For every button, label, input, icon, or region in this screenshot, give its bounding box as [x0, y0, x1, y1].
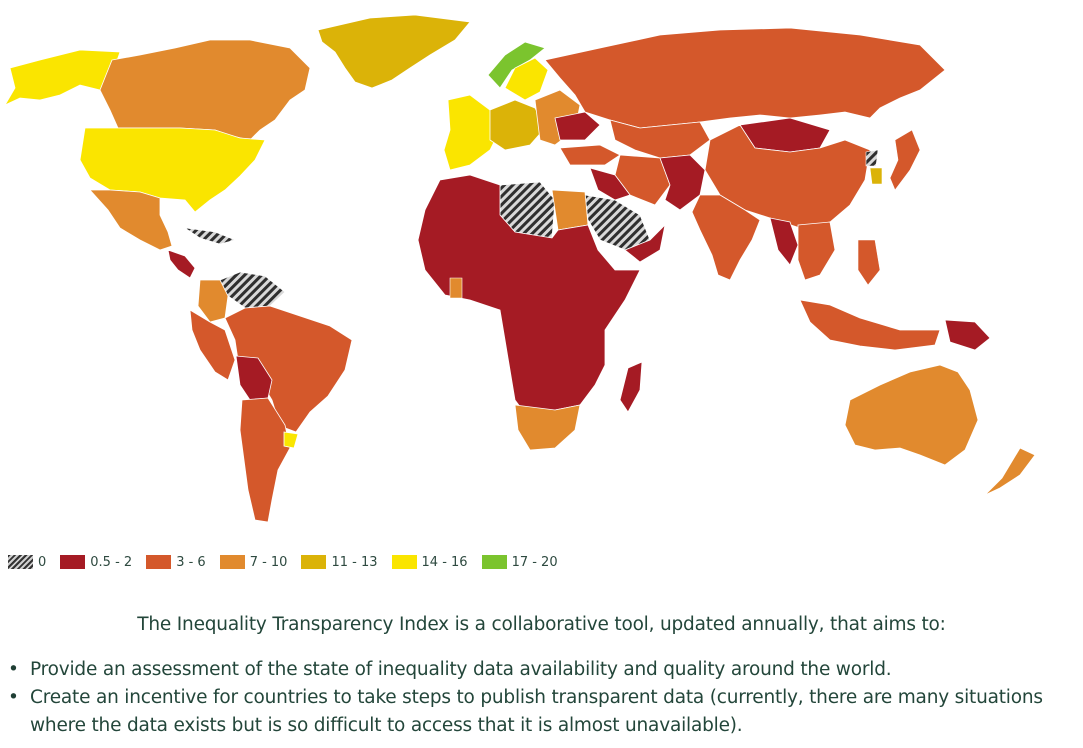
region-mexico[interactable] — [89, 189, 173, 251]
region-western-europe[interactable] — [443, 94, 501, 171]
region-sweden-finland[interactable] — [504, 57, 549, 101]
legend-label: 14 - 16 — [421, 554, 468, 570]
map-legend: 0 0.5 - 2 3 - 6 7 - 10 11 - 13 14 - 16 1… — [8, 552, 572, 572]
legend-swatch — [219, 555, 245, 569]
aims-list: Provide an assessment of the state of in… — [8, 656, 1078, 740]
region-iraq-syria[interactable] — [589, 167, 631, 201]
region-australia[interactable] — [844, 364, 979, 466]
legend-swatch — [146, 555, 172, 569]
region-png[interactable] — [944, 319, 991, 351]
region-indonesia[interactable] — [799, 299, 941, 351]
region-central-europe[interactable] — [489, 99, 546, 151]
region-norway[interactable] — [487, 41, 546, 89]
legend-item: 17 - 20 — [481, 554, 558, 570]
region-japan[interactable] — [889, 129, 921, 191]
legend-swatch — [391, 555, 417, 569]
region-alaska[interactable] — [4, 49, 121, 106]
legend-item: 14 - 16 — [391, 554, 468, 570]
aims-list-item: Create an incentive for countries to tak… — [8, 684, 1078, 740]
region-south-korea[interactable] — [869, 167, 883, 185]
region-south-africa[interactable] — [514, 404, 581, 451]
legend-item: 11 - 13 — [301, 554, 378, 570]
region-canada[interactable] — [99, 39, 311, 141]
region-uruguay[interactable] — [283, 431, 299, 449]
legend-item: 7 - 10 — [219, 554, 288, 570]
region-peru[interactable] — [189, 309, 236, 381]
region-myanmar[interactable] — [769, 217, 799, 266]
legend-label: 7 - 10 — [249, 554, 288, 570]
region-greenland[interactable] — [317, 14, 471, 89]
legend-item: 0 — [8, 555, 46, 570]
region-ukraine[interactable] — [554, 111, 601, 141]
region-colombia[interactable] — [197, 279, 229, 323]
region-argentina[interactable] — [239, 397, 291, 523]
legend-label: 17 - 20 — [511, 554, 558, 570]
region-southeast-asia[interactable] — [797, 221, 836, 281]
legend-item: 0.5 - 2 — [60, 555, 132, 570]
region-yemen-oman[interactable] — [624, 223, 666, 263]
legend-swatch — [8, 555, 33, 569]
region-turkey[interactable] — [559, 144, 621, 166]
region-india[interactable] — [691, 194, 761, 281]
region-venezuela[interactable] — [219, 271, 286, 309]
aims-list-item: Provide an assessment of the state of in… — [8, 656, 1078, 684]
region-pakistan-afghanistan[interactable] — [659, 154, 706, 211]
region-kazakhstan[interactable] — [609, 119, 711, 159]
region-russia[interactable] — [544, 27, 946, 129]
region-philippines[interactable] — [857, 239, 881, 286]
region-central-america[interactable] — [167, 249, 196, 279]
legend-swatch — [60, 555, 86, 569]
legend-label: 3 - 6 — [176, 554, 206, 570]
legend-item: 3 - 6 — [146, 555, 206, 570]
region-new-zealand[interactable] — [984, 447, 1036, 496]
region-madagascar[interactable] — [619, 361, 643, 413]
region-north-korea[interactable] — [865, 149, 879, 167]
world-map — [4, 14, 1036, 523]
legend-swatch — [481, 555, 507, 569]
legend-label: 11 - 13 — [331, 554, 378, 570]
region-ghana[interactable] — [449, 277, 463, 299]
legend-label: 0.5 - 2 — [90, 554, 133, 570]
intro-text: The Inequality Transparency Index is a c… — [137, 614, 946, 635]
region-cuba[interactable] — [184, 227, 236, 245]
legend-label: 0 — [38, 554, 47, 570]
legend-swatch — [301, 555, 327, 569]
region-egypt[interactable] — [551, 189, 589, 231]
